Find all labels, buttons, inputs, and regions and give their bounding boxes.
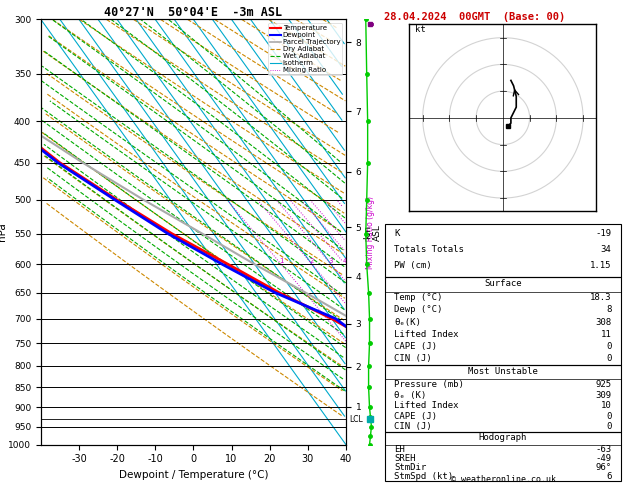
Text: 2: 2	[310, 258, 314, 264]
Text: 308: 308	[595, 318, 611, 327]
Text: 34: 34	[601, 245, 611, 254]
Text: Lifted Index: Lifted Index	[394, 401, 459, 410]
Y-axis label: hPa: hPa	[0, 223, 7, 242]
Text: 0: 0	[606, 354, 611, 363]
Text: 4: 4	[343, 258, 347, 264]
Text: © weatheronline.co.uk: © weatheronline.co.uk	[451, 474, 555, 484]
Text: 28.04.2024  00GMT  (Base: 00): 28.04.2024 00GMT (Base: 00)	[384, 12, 565, 22]
Text: 0: 0	[606, 342, 611, 351]
Title: 40°27'N  50°04'E  -3m ASL: 40°27'N 50°04'E -3m ASL	[104, 6, 282, 19]
Text: CIN (J): CIN (J)	[394, 422, 432, 432]
Text: Lifted Index: Lifted Index	[394, 330, 459, 339]
Text: θₑ(K): θₑ(K)	[394, 318, 421, 327]
Text: EH: EH	[394, 445, 405, 454]
Text: Pressure (mb): Pressure (mb)	[394, 380, 464, 389]
Text: CAPE (J): CAPE (J)	[394, 412, 437, 421]
Text: K: K	[394, 229, 400, 238]
Text: Mixing Ratio (g/kg): Mixing Ratio (g/kg)	[366, 195, 375, 269]
Bar	[385, 364, 621, 432]
Text: SREH: SREH	[394, 454, 416, 463]
Text: Surface: Surface	[484, 279, 521, 288]
Text: Most Unstable: Most Unstable	[468, 367, 538, 376]
Text: Hodograph: Hodograph	[479, 434, 527, 442]
Text: 96°: 96°	[595, 463, 611, 472]
Bar	[385, 277, 621, 364]
Text: kt: kt	[415, 25, 425, 35]
Text: 0: 0	[606, 412, 611, 421]
Text: Dewp (°C): Dewp (°C)	[394, 306, 443, 314]
Text: 0: 0	[606, 422, 611, 432]
Text: 925: 925	[595, 380, 611, 389]
Legend: Temperature, Dewpoint, Parcel Trajectory, Dry Adiabat, Wet Adiabat, Isotherm, Mi: Temperature, Dewpoint, Parcel Trajectory…	[268, 23, 342, 75]
Text: -19: -19	[595, 229, 611, 238]
Text: 6: 6	[606, 472, 611, 481]
Text: Totals Totals: Totals Totals	[394, 245, 464, 254]
Text: CAPE (J): CAPE (J)	[394, 342, 437, 351]
X-axis label: Dewpoint / Temperature (°C): Dewpoint / Temperature (°C)	[119, 470, 268, 480]
Text: StmSpd (kt): StmSpd (kt)	[394, 472, 454, 481]
Text: 10: 10	[601, 401, 611, 410]
Text: 3: 3	[329, 258, 333, 264]
Text: θₑ (K): θₑ (K)	[394, 391, 426, 399]
Text: StmDir: StmDir	[394, 463, 426, 472]
Text: CIN (J): CIN (J)	[394, 354, 432, 363]
Text: Temp (°C): Temp (°C)	[394, 294, 443, 302]
Text: 1: 1	[279, 258, 284, 264]
Text: 18.3: 18.3	[590, 294, 611, 302]
Text: -63: -63	[595, 445, 611, 454]
Text: -49: -49	[595, 454, 611, 463]
Text: 309: 309	[595, 391, 611, 399]
Text: LCL: LCL	[349, 415, 363, 424]
Text: 1.15: 1.15	[590, 261, 611, 270]
Bar	[385, 432, 621, 481]
Y-axis label: km
ASL: km ASL	[363, 224, 382, 241]
Bar	[385, 224, 621, 277]
Text: 11: 11	[601, 330, 611, 339]
Text: PW (cm): PW (cm)	[394, 261, 432, 270]
Text: 8: 8	[606, 306, 611, 314]
